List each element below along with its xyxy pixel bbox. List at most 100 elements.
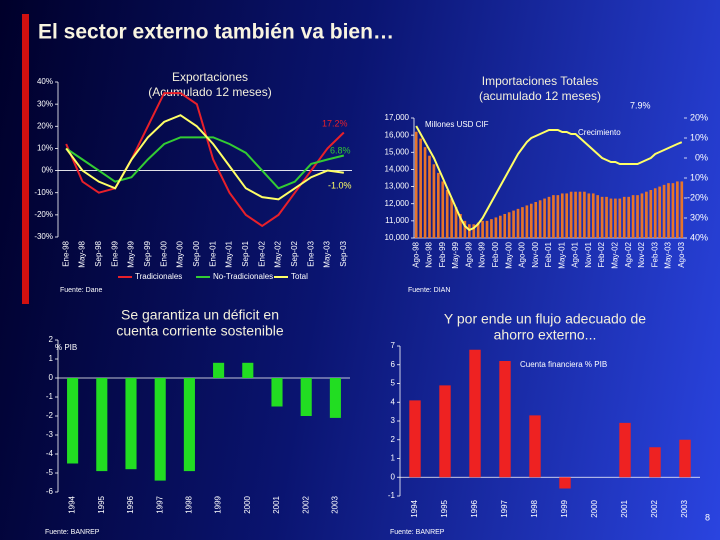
bar <box>437 172 440 238</box>
y-tick-label: -1 <box>46 392 54 401</box>
y-tick-label: 1 <box>391 454 396 463</box>
chart-subtitle: (Acumulado 12 meses) <box>148 85 271 99</box>
bar <box>441 181 445 238</box>
bar <box>521 207 524 238</box>
bar <box>662 184 666 238</box>
x-tick-label: May-99 <box>127 240 136 267</box>
x-tick-label: Nov-99 <box>478 241 487 267</box>
x-tick-label: 1998 <box>185 495 194 513</box>
y-tick-label: 15,000 <box>385 147 410 156</box>
y-tick-label: 3 <box>391 416 396 425</box>
y-tick-label: 0% <box>41 166 53 175</box>
y-tick-label: -4 <box>46 449 54 458</box>
x-tick-label: 2001 <box>620 499 629 517</box>
y-axis-label: % PIB <box>55 343 77 352</box>
bar <box>667 183 670 238</box>
x-tick-label: May-00 <box>176 240 185 267</box>
chart-subtitle: (acumulado 12 meses) <box>479 89 601 103</box>
x-tick-label: Ene-02 <box>257 240 266 266</box>
y2-tick-label: 10% <box>690 132 708 142</box>
y-tick-label: 14,000 <box>385 165 410 174</box>
line <box>65 92 345 228</box>
source: Fuente: Dane <box>60 287 103 294</box>
annotation: 7.9% <box>630 100 651 110</box>
bar <box>543 198 546 238</box>
x-tick-label: Sep-00 <box>192 240 201 266</box>
bar <box>574 191 577 238</box>
bar <box>242 362 254 378</box>
bar <box>622 196 626 238</box>
bar <box>472 224 476 238</box>
bar <box>499 361 511 478</box>
y-tick-label: 10,000 <box>385 233 410 242</box>
bar <box>653 188 657 238</box>
y2-tick-label: 20% <box>690 112 708 122</box>
legend-label: Millones USD CIF <box>425 120 489 129</box>
y-tick-label: -6 <box>46 487 54 496</box>
legend-label: Cuenta financiera % PIB <box>520 360 607 369</box>
bar <box>454 207 458 238</box>
y-tick-label: 13,000 <box>385 182 410 191</box>
y-tick-label: 6 <box>391 360 396 369</box>
x-tick-label: Ene-99 <box>110 240 119 266</box>
x-tick-label: 1999 <box>214 495 223 513</box>
y-tick-label: -20% <box>34 210 53 219</box>
chart-title: cuenta corriente sostenible <box>116 323 284 339</box>
bar <box>618 198 622 238</box>
y-tick-label: 7 <box>391 341 396 350</box>
bar <box>445 190 449 238</box>
x-tick-label: 1997 <box>155 495 164 513</box>
x-tick-label: Ene-03 <box>306 240 315 266</box>
line <box>415 125 683 232</box>
bar <box>432 164 436 238</box>
x-tick-label: May-98 <box>78 240 87 267</box>
x-tick-label: May-99 <box>451 241 460 268</box>
bar <box>547 196 551 238</box>
x-tick-label: Nov-01 <box>584 241 593 267</box>
x-tick-label: Ago-98 <box>411 241 420 267</box>
bar <box>658 186 661 238</box>
x-tick-label: Ene-98 <box>61 240 70 266</box>
y-tick-label: -10% <box>34 188 53 197</box>
bar <box>559 477 571 489</box>
bar <box>529 203 533 238</box>
annotation: 17.2% <box>322 118 348 128</box>
bar <box>439 385 451 478</box>
x-tick-label: Sep-98 <box>94 240 103 266</box>
bar <box>578 191 582 238</box>
y-tick-label: 17,000 <box>385 113 410 122</box>
x-tick-label: Ene-01 <box>208 240 217 266</box>
bar <box>645 191 648 238</box>
x-tick-label: Nov-02 <box>637 241 646 267</box>
x-tick-label: Feb-03 <box>650 241 659 267</box>
y-tick-label: 5 <box>391 379 396 388</box>
bar <box>463 220 467 238</box>
x-tick-label: Ago-02 <box>624 241 633 267</box>
x-tick-label: 1995 <box>97 495 106 513</box>
legend-label: No-Tradicionales <box>213 272 273 281</box>
legend-label: Total <box>291 272 308 281</box>
chart-title: Se garantiza un déficit en <box>121 307 279 323</box>
legend-label: Crecimiento <box>578 128 621 137</box>
bar <box>125 378 137 470</box>
legend-label: Tradicionales <box>135 272 182 281</box>
bar <box>649 447 661 478</box>
x-tick-label: Nov-00 <box>531 241 540 267</box>
bar <box>494 217 498 238</box>
slide-title: El sector externo también va bien… <box>38 21 394 44</box>
x-tick-label: 2000 <box>590 499 599 517</box>
bar <box>552 195 555 238</box>
bar <box>679 439 691 478</box>
bar <box>631 195 635 238</box>
bar <box>600 196 604 238</box>
y-tick-label: 30% <box>37 99 53 108</box>
x-tick-label: 1999 <box>560 499 569 517</box>
bar <box>183 378 195 472</box>
bar <box>560 193 564 238</box>
x-tick-label: Nov-98 <box>425 241 434 267</box>
x-tick-label: Feb-00 <box>491 241 500 267</box>
bar <box>329 378 341 418</box>
x-tick-label: May-00 <box>504 241 513 268</box>
x-tick-label: Sep-02 <box>290 240 299 266</box>
y-tick-label: -30% <box>34 232 53 241</box>
